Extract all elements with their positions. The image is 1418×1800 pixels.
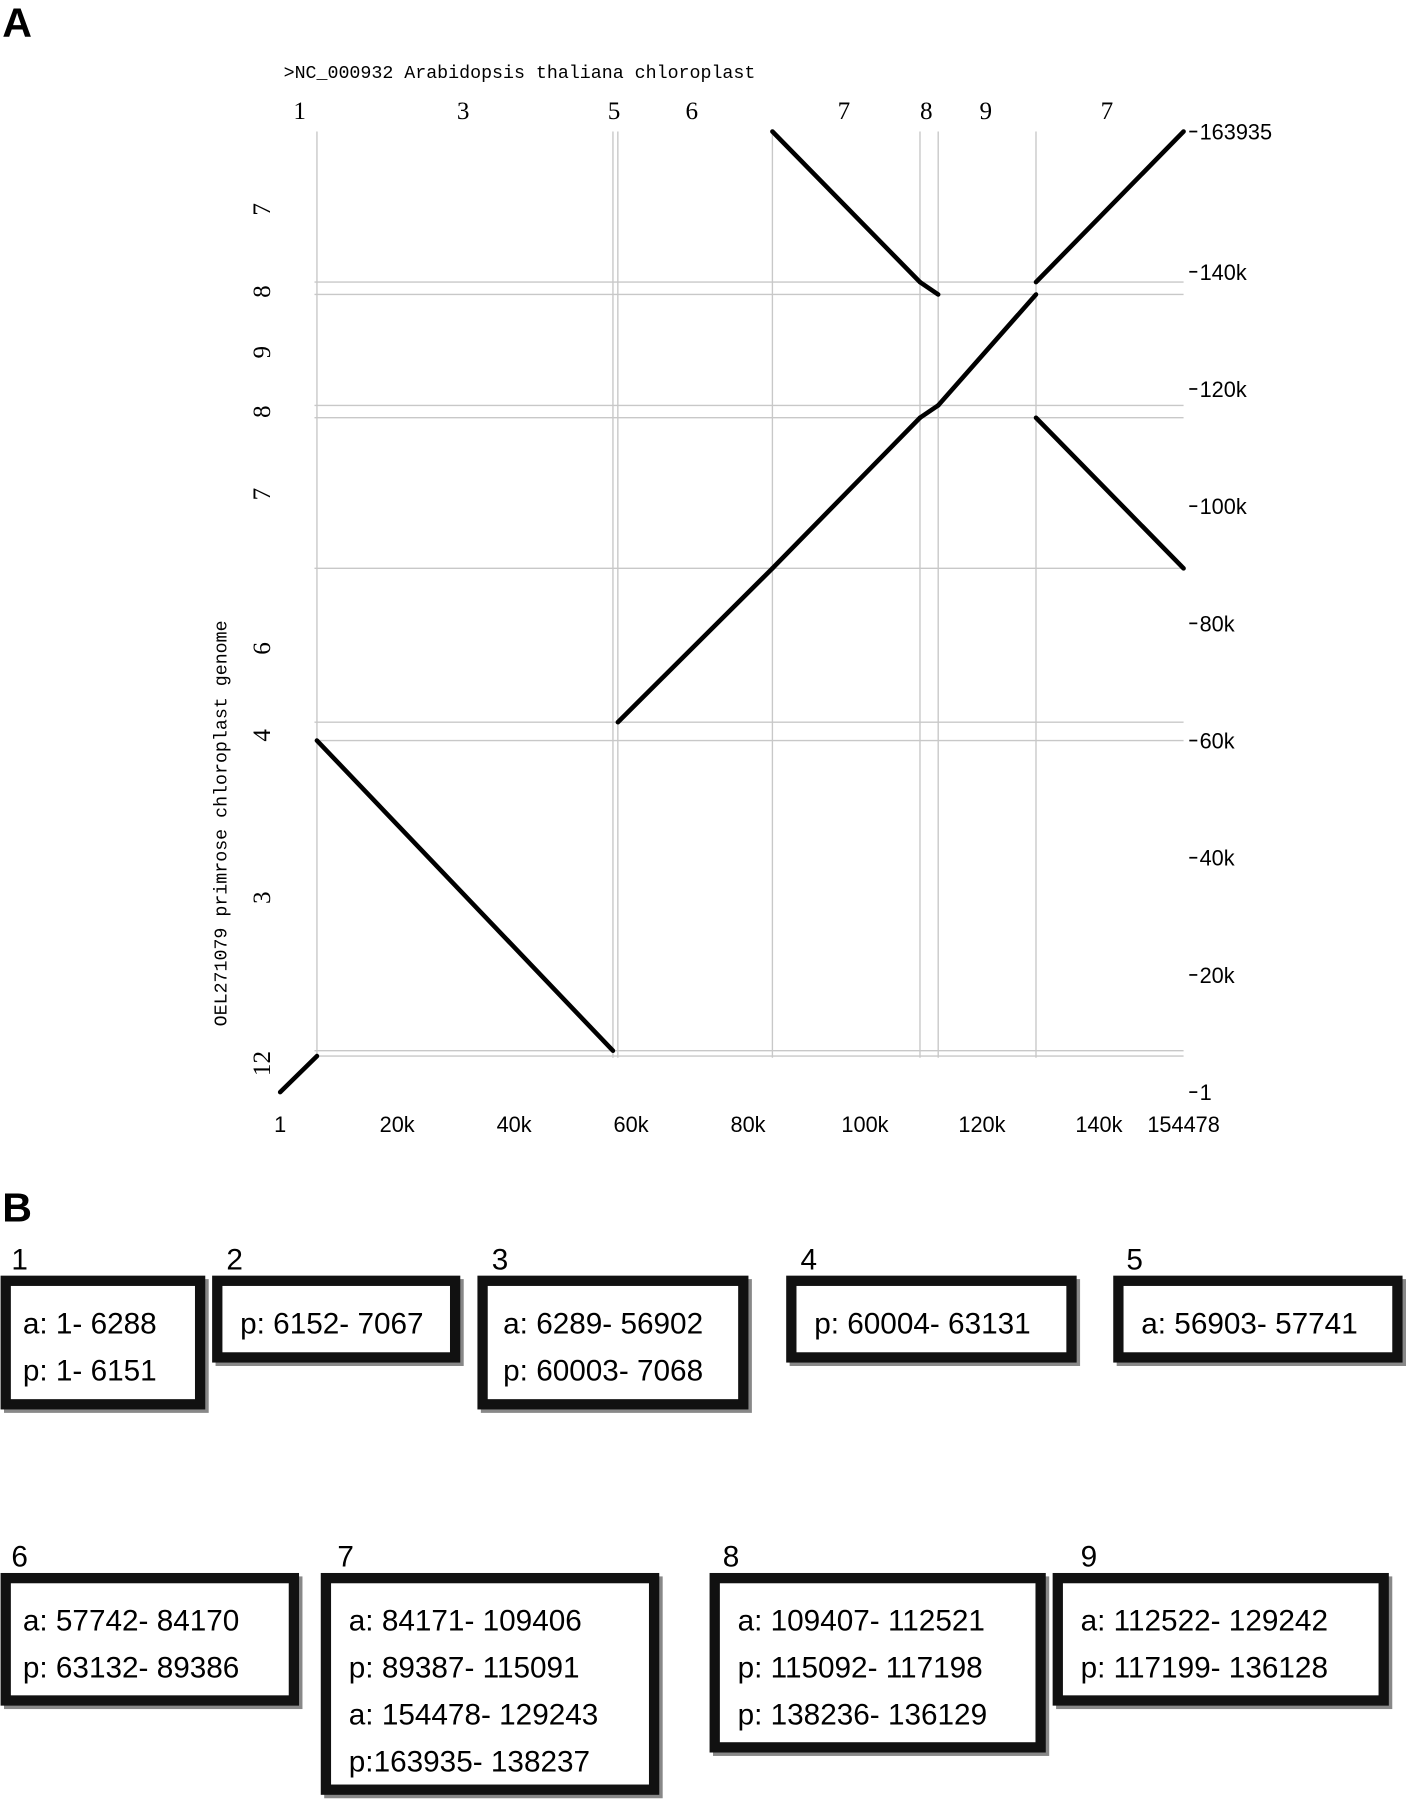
panel-label: B (2, 1184, 32, 1230)
box-number: 5 (1126, 1243, 1143, 1276)
alignment-segment (935, 292, 1039, 408)
box-line: p: 60003- 7068 (503, 1354, 703, 1387)
region-label: 12 (249, 1051, 276, 1076)
box-line: a: 1- 6288 (23, 1307, 157, 1340)
box-line: p: 89387- 115091 (349, 1652, 580, 1685)
region-label: 7 (249, 203, 276, 216)
box-number: 1 (11, 1243, 28, 1276)
box-line: a: 56903- 57741 (1141, 1307, 1357, 1340)
region-label: 8 (249, 285, 276, 298)
region-label: 5 (608, 98, 621, 125)
box (1052, 1572, 1389, 1706)
x-tick-label: 100k (841, 1112, 888, 1137)
box-number: 4 (800, 1243, 817, 1276)
chart-title: >NC_000932 Arabidopsis thaliana chloropl… (284, 64, 756, 84)
region-label: 8 (920, 98, 933, 125)
box-line: p: 63132- 89386 (23, 1652, 239, 1685)
alignment-segment (917, 279, 941, 297)
box-line: p: 6152- 7067 (240, 1307, 423, 1340)
region-label: 8 (249, 405, 276, 418)
box-line: p: 60004- 63131 (814, 1307, 1030, 1340)
box-number: 3 (492, 1243, 509, 1276)
box (786, 1275, 1077, 1363)
box (0, 1275, 206, 1410)
box (477, 1275, 749, 1410)
box-line: p: 117199- 136128 (1081, 1652, 1328, 1685)
region-label: 7 (838, 98, 851, 125)
y-tick-label: 20k (1200, 963, 1235, 988)
y-tick-label: 60k (1200, 729, 1235, 754)
box-line: a: 112522- 129242 (1081, 1605, 1328, 1638)
alignment-segment (314, 738, 616, 1053)
box (0, 1572, 300, 1706)
box (320, 1572, 660, 1795)
box-number: 6 (11, 1541, 28, 1574)
box-line: p: 115092- 117198 (738, 1652, 983, 1685)
box-line: p: 1- 6151 (23, 1354, 157, 1387)
region-label: 7 (1101, 98, 1114, 125)
box-line: a: 84171- 109406 (349, 1605, 582, 1638)
y-tick-label: 100k (1200, 494, 1247, 519)
x-tick-label: 140k (1075, 1112, 1122, 1137)
region-label: 6 (249, 642, 276, 655)
y-tick-label: 40k (1200, 846, 1235, 871)
x-tick-label: 20k (380, 1112, 415, 1137)
region-label: 1 (293, 98, 306, 125)
region-label: 6 (686, 98, 699, 125)
y-axis-label: OEL271079 primrose chloroplast genome (212, 620, 232, 1026)
box-number: 7 (337, 1541, 354, 1574)
x-tick-label: 40k (497, 1112, 532, 1137)
box-line: p: 138236- 136129 (738, 1698, 988, 1731)
box-line: a: 109407- 112521 (738, 1605, 985, 1638)
box-number: 9 (1081, 1541, 1098, 1574)
alignment-segment (770, 129, 923, 285)
x-tick-label: 154478 (1147, 1112, 1219, 1137)
x-tick-label: 60k (614, 1112, 649, 1137)
y-tick-label: 80k (1200, 611, 1235, 636)
region-label: 4 (249, 729, 276, 742)
box (709, 1572, 1046, 1753)
region-label: 3 (249, 891, 276, 904)
box-line: a: 57742- 84170 (23, 1605, 239, 1638)
region-label: 9 (979, 98, 992, 125)
box-number: 2 (226, 1243, 243, 1276)
box (212, 1275, 461, 1363)
x-tick-label: 120k (958, 1112, 1005, 1137)
region-label: 3 (457, 98, 470, 125)
y-tick-label: 140k (1200, 260, 1247, 285)
alignment-segment (917, 403, 941, 421)
box-line: a: 6289- 56902 (503, 1307, 703, 1340)
alignment-segment (1033, 129, 1186, 285)
alignment-segment (615, 566, 775, 725)
box (1113, 1275, 1403, 1363)
panel-label: A (2, 0, 32, 46)
region-label: 9 (249, 346, 276, 359)
box-number: 8 (723, 1541, 740, 1574)
y-tick-label: 120k (1200, 377, 1247, 402)
region-label: 7 (249, 488, 276, 501)
alignment-segment (770, 415, 923, 571)
y-tick-label: 1 (1200, 1080, 1212, 1105)
box-line: p:163935- 138237 (349, 1745, 590, 1778)
x-tick-label: 1 (274, 1112, 286, 1137)
box-line: a: 154478- 129243 (349, 1698, 599, 1731)
x-tick-label: 80k (730, 1112, 765, 1137)
alignment-segment (277, 1053, 320, 1095)
y-tick-label: 163935 (1200, 120, 1272, 145)
alignment-segment (1033, 415, 1186, 571)
